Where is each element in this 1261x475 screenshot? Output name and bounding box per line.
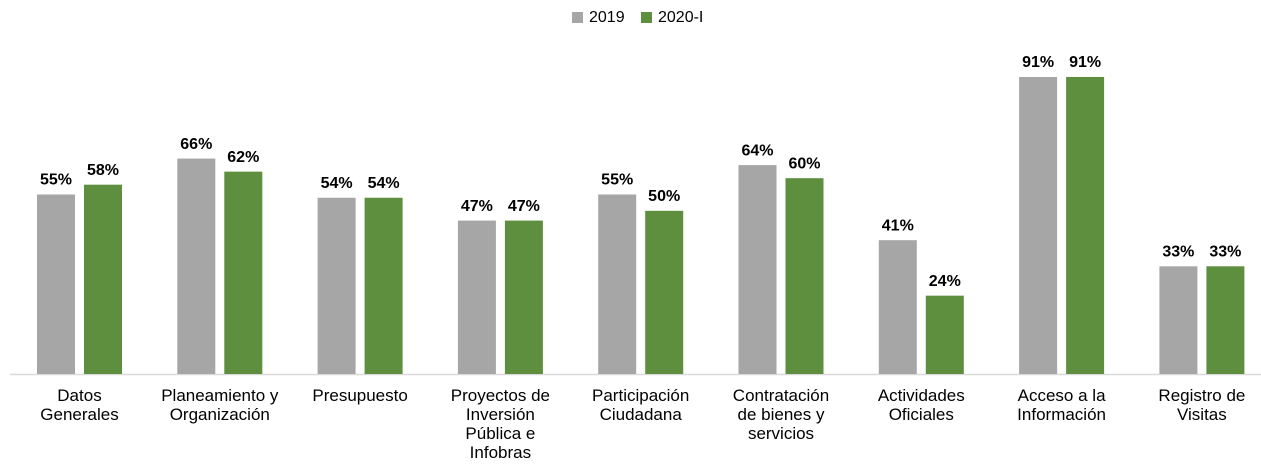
bar (785, 178, 824, 374)
x-tick-label: Planeamiento y Organización (161, 386, 279, 424)
bar (364, 197, 403, 374)
value-label: 62% (227, 149, 259, 166)
x-tick-label: Datos Generales (40, 386, 119, 424)
bar (738, 165, 777, 374)
value-label: 41% (882, 217, 914, 234)
value-label: 33% (1209, 244, 1241, 261)
x-tick-label: Acceso a la Información (1017, 386, 1106, 424)
value-label: 66% (180, 136, 212, 153)
value-label: 91% (1022, 54, 1054, 71)
value-label: 54% (321, 175, 353, 192)
x-tick-label: Actividades Oficiales (877, 386, 965, 424)
value-label: 55% (40, 172, 72, 189)
bar (925, 295, 964, 374)
legend-label: 2019 (589, 9, 625, 26)
value-label: 60% (788, 155, 820, 172)
value-label: 47% (508, 198, 540, 215)
value-label: 54% (368, 175, 400, 192)
value-label: 58% (87, 162, 119, 179)
bar (645, 210, 684, 374)
bar (84, 184, 122, 374)
legend-label: 2020-I (658, 9, 703, 26)
x-tick-label: Participación Ciudadana (592, 386, 690, 424)
value-label: 91% (1069, 54, 1101, 71)
bar (224, 171, 263, 374)
legend-swatch (572, 12, 583, 23)
bar (878, 240, 917, 374)
bar (37, 194, 75, 374)
value-label: 47% (461, 198, 493, 215)
x-tick-label: Presupuesto (312, 386, 408, 405)
bar (177, 158, 216, 374)
x-tick-label: Contratación de bienes y servicios (732, 386, 830, 443)
bar (1206, 266, 1245, 374)
bar (598, 194, 637, 374)
value-label: 24% (929, 273, 961, 290)
bar (1066, 76, 1105, 374)
value-label: 55% (601, 172, 633, 189)
bar (1159, 266, 1198, 374)
bar (457, 220, 496, 374)
bar (504, 220, 543, 374)
bar (1019, 76, 1058, 374)
legend-swatch (641, 12, 652, 23)
x-tick-label: Registro de Visitas (1158, 386, 1246, 424)
value-label: 33% (1162, 244, 1194, 261)
bar (317, 197, 356, 374)
value-label: 50% (648, 188, 680, 205)
value-label: 64% (741, 142, 773, 159)
x-tick-label: Proyectos de Inversión Pública e Infobra… (450, 386, 550, 462)
